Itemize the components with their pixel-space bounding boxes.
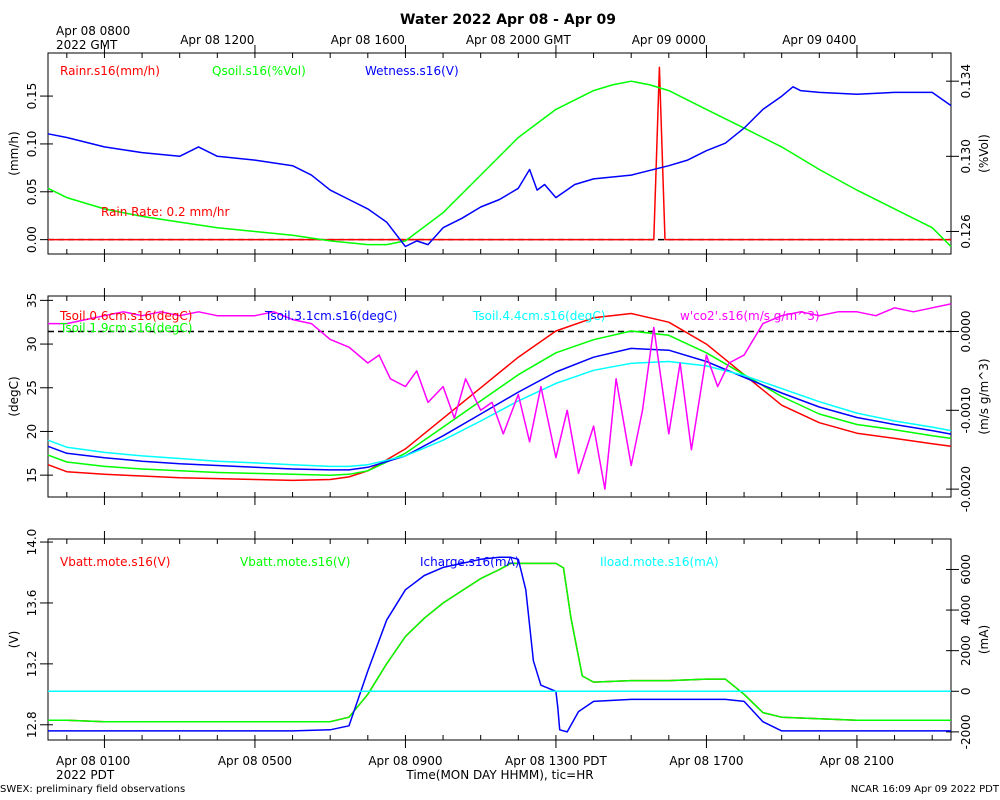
y-left-tick-label: 14.0 bbox=[25, 529, 39, 556]
top-x-tick-label: Apr 09 0000 bbox=[632, 33, 706, 47]
legend-entry: Tsoil.0.6cm.s16(degC) bbox=[59, 309, 193, 323]
y-right-tick-label: -2000 bbox=[959, 714, 973, 749]
y-right-axis-label: (m/s g/m^3) bbox=[977, 358, 991, 434]
series-line-2-5 bbox=[48, 303, 952, 490]
y-right-tick-label: 0 bbox=[959, 687, 973, 695]
y-left-axis-label: (mm/h) bbox=[7, 131, 21, 175]
legend-entry: Vbatt.mote.s16(V) bbox=[60, 555, 170, 569]
bottom-x-tick-label: Apr 08 1300 PDT bbox=[505, 754, 607, 768]
top-x-tick-label: Apr 08 1200 bbox=[180, 33, 254, 47]
y-left-tick-label: 20 bbox=[25, 424, 39, 439]
bottom-x-tick-label: Apr 08 0500 bbox=[218, 754, 292, 768]
series-line-3-1 bbox=[48, 562, 951, 723]
top-first-tick-label-line1: Apr 08 0800 bbox=[56, 24, 130, 38]
y-left-tick-label: 13.2 bbox=[25, 651, 39, 678]
y-left-tick-label: 0.10 bbox=[25, 131, 39, 158]
y-left-axis-label: (V) bbox=[7, 631, 21, 649]
y-left-axis-label: (degC) bbox=[7, 376, 21, 416]
legend-entry: Rainr.s16(mm/h) bbox=[60, 64, 160, 78]
bottom-first-tick-label-line2: 2022 PDT bbox=[56, 768, 115, 782]
series-line-3-3 bbox=[48, 556, 951, 733]
series-line-2-4 bbox=[47, 360, 952, 468]
y-right-tick-label: 0.0000 bbox=[959, 310, 973, 352]
y-left-tick-label: 0.00 bbox=[25, 226, 39, 253]
y-left-tick-label: 25 bbox=[25, 380, 39, 395]
bottom-x-tick-label: Apr 08 2100 bbox=[820, 754, 894, 768]
legend-entry: Icharge.s16(mA) bbox=[420, 555, 519, 569]
footer-timestamp: NCAR 16:09 Apr 09 2022 PDT bbox=[851, 784, 1000, 795]
y-left-tick-label: 30 bbox=[25, 336, 39, 351]
panel-3 bbox=[40, 531, 959, 748]
panel-2 bbox=[40, 288, 959, 505]
rain-rate-annotation: Rain Rate: 0.2 mm/hr bbox=[101, 205, 229, 219]
y-right-tick-label: 0.134 bbox=[959, 64, 973, 98]
series-line-3-2 bbox=[48, 562, 951, 723]
legend-entry: Tsoil.1.9cm.s16(degC) bbox=[59, 321, 193, 335]
legend-entry: Tsoil.4.4cm.s16(degC) bbox=[472, 309, 606, 323]
y-left-tick-label: 12.8 bbox=[25, 711, 39, 738]
series-line-2-3 bbox=[47, 347, 952, 471]
y-right-tick-label: 4000 bbox=[959, 595, 973, 626]
y-right-tick-label: 0.130 bbox=[959, 139, 973, 173]
y-right-tick-label: 6000 bbox=[959, 554, 973, 585]
y-left-tick-label: 0.15 bbox=[25, 83, 39, 110]
legend-entry: Iload.mote.s16(mA) bbox=[600, 555, 719, 569]
top-x-tick-label: Apr 08 1600 bbox=[331, 33, 405, 47]
y-left-tick-label: 13.6 bbox=[25, 590, 39, 617]
series-line-1-2 bbox=[47, 80, 952, 248]
footer-note: SWEX: preliminary field observations bbox=[0, 784, 185, 795]
y-left-tick-label: 15 bbox=[25, 468, 39, 483]
panel-frame bbox=[47, 52, 952, 255]
series-line-1-1 bbox=[48, 66, 951, 241]
x-axis-label: Time(MON DAY HHMM), tic=HR bbox=[405, 768, 593, 782]
y-right-axis-label: (mA) bbox=[977, 625, 991, 654]
bottom-x-tick-label: Apr 08 0900 bbox=[368, 754, 442, 768]
y-right-tick-label: -0.0010 bbox=[959, 387, 973, 433]
y-right-tick-label: 0.126 bbox=[959, 214, 973, 248]
series-line-2-1 bbox=[47, 312, 952, 482]
legend-entry: Tsoil.3.1cm.s16(degC) bbox=[264, 309, 398, 323]
panel-1 bbox=[40, 45, 959, 262]
panel-frame bbox=[47, 295, 952, 498]
bottom-x-tick-label: Apr 08 1700 bbox=[669, 754, 743, 768]
series-line-1-3 bbox=[47, 86, 952, 248]
top-x-tick-label: Apr 09 0400 bbox=[782, 33, 856, 47]
bottom-x-tick-label: Apr 08 0100 bbox=[56, 754, 130, 768]
legend-entry: Wetness.s16(V) bbox=[365, 64, 459, 78]
top-x-tick-label: Apr 08 2000 GMT bbox=[466, 33, 572, 47]
legend-entry: Vbatt.mote.s16(V) bbox=[240, 555, 350, 569]
y-right-axis-label: (%Vol) bbox=[977, 134, 991, 173]
top-first-tick-label-line2: 2022 GMT bbox=[56, 38, 118, 52]
legend-entry: w'co2'.s16(m/s g/m^3) bbox=[680, 309, 820, 323]
legend-entry: Qsoil.s16(%Vol) bbox=[212, 64, 306, 78]
series-line-2-2 bbox=[47, 330, 952, 476]
y-left-tick-label: 35 bbox=[25, 293, 39, 308]
y-right-tick-label: -0.0020 bbox=[959, 466, 973, 512]
chart-title: Water 2022 Apr 08 - Apr 09 bbox=[400, 12, 616, 28]
panel-frame bbox=[47, 538, 952, 741]
y-right-tick-label: 2000 bbox=[959, 635, 973, 666]
y-left-tick-label: 0.05 bbox=[25, 178, 39, 205]
